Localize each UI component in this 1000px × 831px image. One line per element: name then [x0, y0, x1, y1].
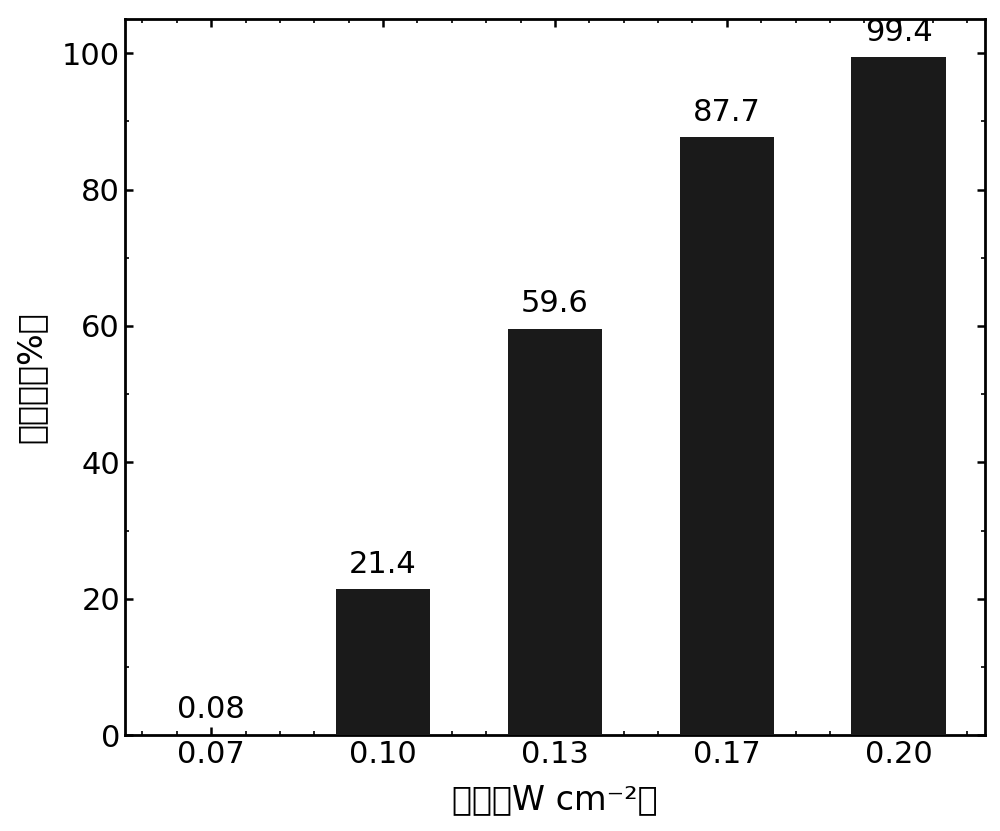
X-axis label: 光强（W cm⁻²）: 光强（W cm⁻²） [452, 783, 658, 816]
Text: 21.4: 21.4 [349, 550, 417, 579]
Text: 0.08: 0.08 [177, 696, 245, 725]
Text: 99.4: 99.4 [865, 18, 933, 47]
Bar [680, 137, 774, 735]
Bar [851, 57, 946, 735]
Text: 87.7: 87.7 [693, 98, 761, 127]
Bar [508, 329, 602, 735]
Y-axis label: 转化率（%）: 转化率（%） [15, 312, 48, 443]
Text: 59.6: 59.6 [521, 289, 589, 318]
Bar [336, 589, 430, 735]
